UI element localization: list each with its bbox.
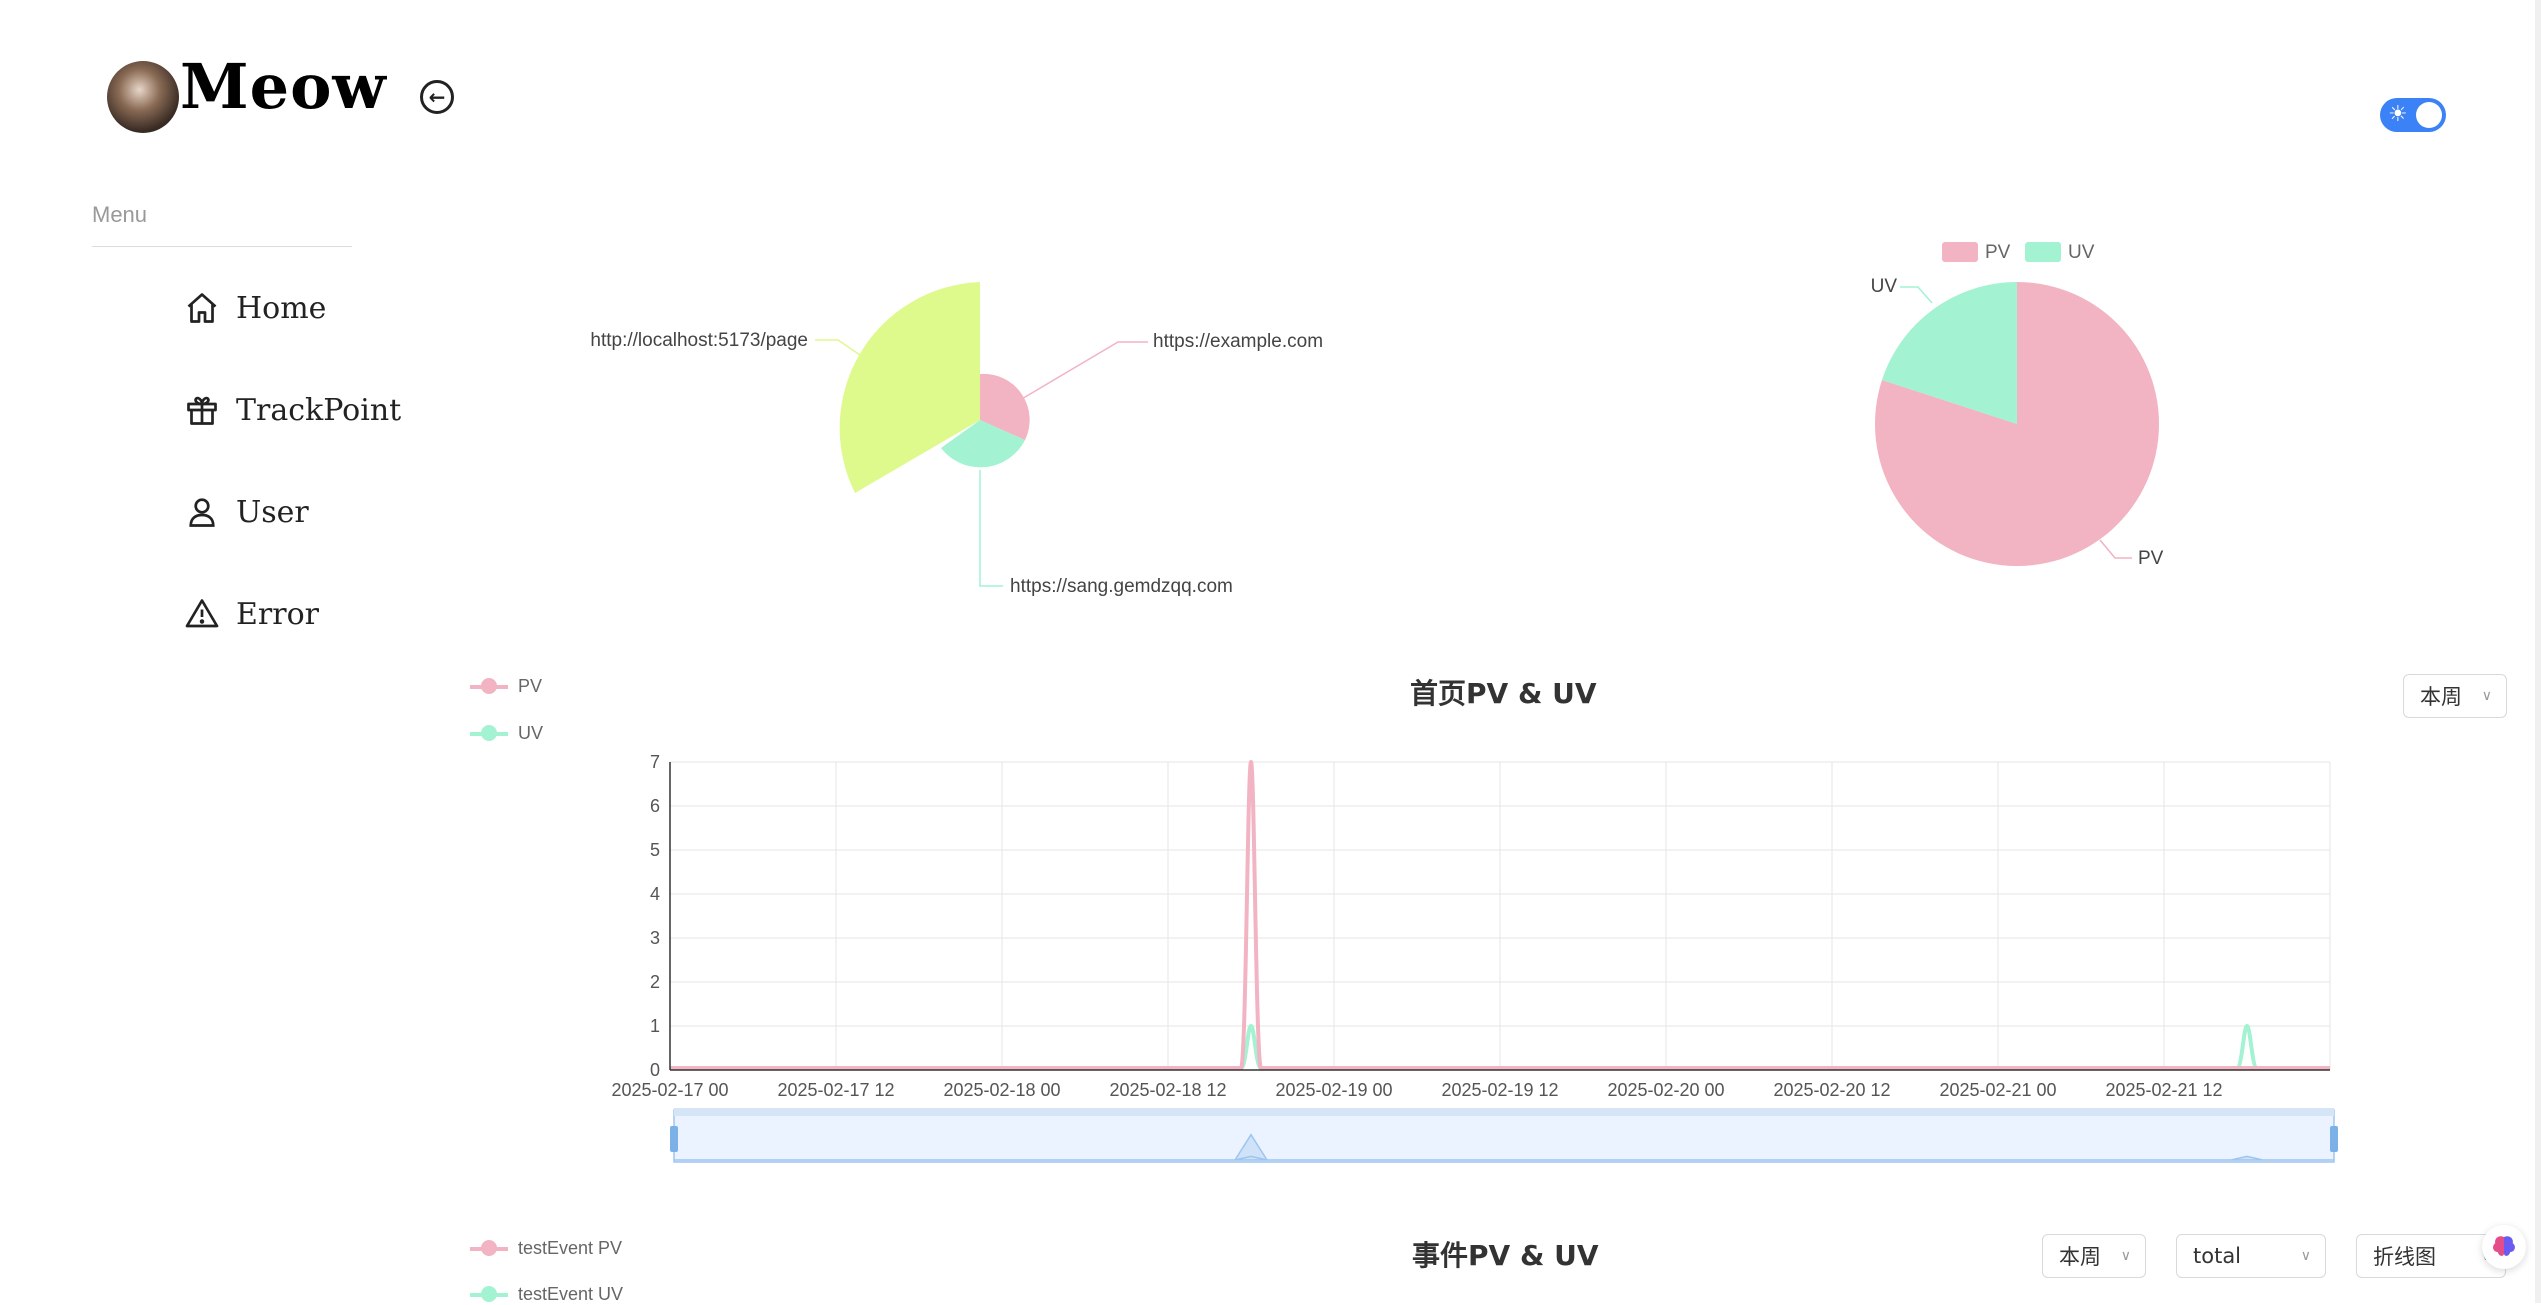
legend-marker-uv <box>470 724 508 741</box>
x-tick-label: 2025-02-18 00 <box>943 1080 1060 1100</box>
theme-toggle[interactable]: ☀ <box>2380 98 2446 132</box>
series-line-pv[interactable] <box>670 759 2330 1070</box>
legend-swatch-pv[interactable] <box>1942 242 1978 262</box>
pie-slice-pv[interactable] <box>1875 282 2160 566</box>
legend-marker-test-pv <box>470 1239 508 1256</box>
select-value: 本周 <box>2059 1245 2101 1269</box>
legend-label: UV <box>518 723 544 743</box>
sidebar-item-label: TrackPoint <box>236 392 402 428</box>
x-tick-label: 2025-02-21 00 <box>1939 1080 2056 1100</box>
label-line-localhost <box>815 339 861 356</box>
menu-label: Menu <box>92 202 148 227</box>
legend-item-uv[interactable]: UV <box>470 723 543 744</box>
legend-label: testEvent PV <box>518 1238 623 1258</box>
x-tick-label: 2025-02-17 00 <box>611 1080 728 1100</box>
legend-label: PV <box>518 676 543 696</box>
y-axis-ticks: 0 1 2 3 4 5 6 7 <box>650 752 660 1080</box>
chart-title-event-pv-uv: 事件PV & UV <box>1412 1239 1599 1272</box>
pie-label-pv: PV <box>2138 548 2164 569</box>
legend-marker-pv <box>470 677 508 694</box>
toggle-knob <box>2416 102 2442 128</box>
legend-swatch-uv[interactable] <box>2025 242 2061 262</box>
sidebar-item-user[interactable]: User <box>184 494 309 530</box>
page-scrollbar[interactable] <box>2535 0 2541 1303</box>
chart-title-home-pv-uv: 首页PV & UV <box>1410 677 1597 710</box>
x-tick-label: 2025-02-20 00 <box>1607 1080 1724 1100</box>
x-tick-label: 2025-02-20 12 <box>1773 1080 1890 1100</box>
label-line-example <box>1019 341 1148 401</box>
legend-marker-test-uv <box>470 1285 508 1302</box>
sidebar-item-label: Error <box>236 596 319 632</box>
pie-slice-sang[interactable] <box>941 420 1025 468</box>
period-select[interactable]: 本周 ∨ <box>2403 674 2507 718</box>
chart-type-select[interactable]: 折线图∨ <box>2356 1234 2506 1278</box>
sidebar-item-label: User <box>236 494 309 530</box>
sidebar-item-label: Home <box>236 290 327 326</box>
rose-pie-chart: https://example.com https://sang.gemdzqq… <box>590 282 1323 597</box>
legend-item-test-pv[interactable]: testEvent PV <box>470 1238 622 1259</box>
y-tick-label: 2 <box>650 972 660 992</box>
pie-slice-example[interactable] <box>980 373 1030 440</box>
x-tick-label: 2025-02-19 12 <box>1441 1080 1558 1100</box>
event-name-select[interactable]: total ∨ <box>2176 1234 2326 1278</box>
legend-item-test-uv[interactable]: testEvent UV <box>470 1284 623 1305</box>
y-tick-label: 6 <box>650 796 660 816</box>
y-tick-label: 1 <box>650 1016 660 1036</box>
pv-uv-pie-chart: PV UV UV PV <box>1871 242 2164 569</box>
logo-text: Meow <box>180 50 387 123</box>
datazoom-preview-line <box>674 1133 2334 1161</box>
legend-item-pv[interactable]: PV <box>470 676 542 697</box>
sidebar-item-error[interactable]: Error <box>184 596 319 632</box>
select-value: total <box>2193 1244 2242 1268</box>
x-tick-label: 2025-02-17 12 <box>777 1080 894 1100</box>
datazoom-handle-left[interactable] <box>670 1126 678 1152</box>
logo-avatar <box>107 61 179 133</box>
pie-label-uv: UV <box>1871 276 1898 297</box>
pie-label-sang: https://sang.gemdzqq.com <box>1010 576 1233 597</box>
sun-icon: ☀ <box>2388 102 2408 127</box>
chart-grid <box>669 761 2331 1071</box>
y-tick-label: 4 <box>650 884 660 904</box>
x-tick-label: 2025-02-21 12 <box>2105 1080 2222 1100</box>
event-period-select[interactable]: 本周 ∨ <box>2042 1234 2146 1278</box>
gift-icon <box>187 396 217 425</box>
pie-slice-localhost[interactable] <box>839 282 980 493</box>
chevron-down-icon: ∨ <box>2120 1248 2131 1264</box>
home-icon <box>187 293 217 323</box>
brain-icon[interactable] <box>2482 1225 2526 1269</box>
label-line-sang <box>979 470 1003 587</box>
x-tick-label: 2025-02-18 12 <box>1109 1080 1226 1100</box>
user-icon <box>189 498 215 527</box>
chevron-down-icon: ∨ <box>2481 688 2492 704</box>
label-line-uv <box>1900 286 1933 304</box>
legend-label: testEvent UV <box>518 1284 624 1304</box>
pie-slice-uv[interactable] <box>1882 282 2017 424</box>
select-value: 折线图 <box>2373 1245 2436 1269</box>
menu-divider <box>92 246 352 247</box>
warning-icon <box>185 599 219 628</box>
pie-label-localhost: http://localhost:5173/page <box>590 330 808 351</box>
x-axis-ticks: 2025-02-17 00 2025-02-17 12 2025-02-18 00 2… <box>611 1080 2222 1100</box>
y-tick-label: 3 <box>650 928 660 948</box>
y-tick-label: 7 <box>650 752 660 772</box>
legend-label-pv[interactable]: PV <box>1985 242 2011 263</box>
arrow-left-icon: ← <box>428 85 446 109</box>
y-tick-label: 0 <box>650 1060 660 1080</box>
collapse-sidebar-button[interactable]: ← <box>420 80 454 114</box>
datazoom-top-bar <box>674 1108 2334 1116</box>
sidebar-item-trackpoint[interactable]: TrackPoint <box>184 392 401 428</box>
label-line-pv <box>2099 539 2132 559</box>
y-tick-label: 5 <box>650 840 660 860</box>
chevron-down-icon: ∨ <box>2300 1248 2311 1264</box>
x-tick-label: 2025-02-19 00 <box>1275 1080 1392 1100</box>
sidebar-item-home[interactable]: Home <box>184 290 326 326</box>
datazoom-handle-right[interactable] <box>2330 1126 2338 1152</box>
datazoom-track[interactable] <box>673 1109 2335 1163</box>
legend-label-uv[interactable]: UV <box>2068 242 2095 263</box>
select-value: 本周 <box>2420 685 2462 709</box>
pie-label-example: https://example.com <box>1153 331 1323 352</box>
